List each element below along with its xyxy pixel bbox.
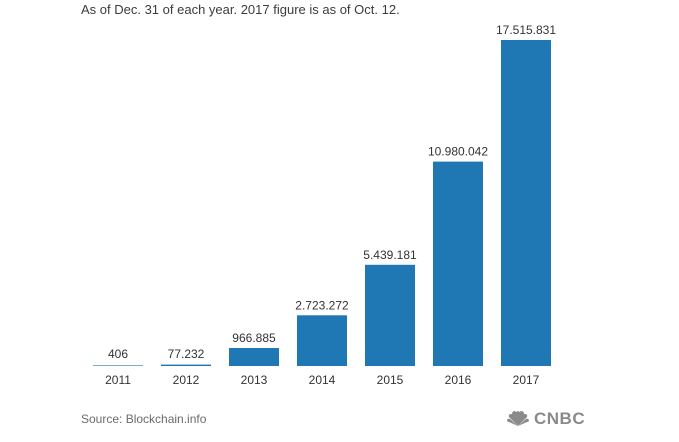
x-tick-label-group: 2011 2012 2013 2014 2015 2016 2017: [105, 373, 540, 387]
bar-2015: [365, 264, 415, 366]
x-tick-label-2012: 2012: [173, 373, 200, 387]
data-label-2014: 2.723.272: [295, 298, 349, 312]
data-label-2011: 406: [108, 347, 128, 361]
data-label-2017: 17.515.831: [496, 23, 556, 37]
data-label-2016: 10.980.042: [428, 145, 488, 159]
source-note: Source: Blockchain.info: [81, 412, 207, 426]
peacock-icon: [507, 411, 529, 426]
x-tick-label-2016: 2016: [445, 373, 472, 387]
bar-2011: [93, 365, 143, 366]
logo-text: CNBC: [534, 409, 586, 428]
bar-2016: [433, 161, 483, 366]
cnbc-logo: CNBC: [507, 409, 585, 429]
x-tick-label-2013: 2013: [241, 373, 268, 387]
bar-group: [93, 40, 551, 366]
data-label-2015: 5.439.181: [363, 248, 417, 262]
x-tick-label-2015: 2015: [377, 373, 404, 387]
data-label-group: 406 77.232 966.885 2.723.272 5.439.181 10.980…: [108, 23, 556, 361]
x-tick-label-2011: 2011: [105, 373, 131, 387]
data-label-2012: 77.232: [168, 347, 205, 361]
chart-subtitle: As of Dec. 31 of each year. 2017 figure …: [81, 2, 400, 17]
bar-2012: [161, 364, 211, 366]
x-tick-label-2017: 2017: [513, 373, 540, 387]
bar-2014: [297, 315, 347, 366]
bar-2017: [501, 40, 551, 366]
bar-2013: [229, 348, 279, 366]
data-label-2013: 966.885: [232, 331, 276, 345]
x-tick-label-2014: 2014: [309, 373, 336, 387]
